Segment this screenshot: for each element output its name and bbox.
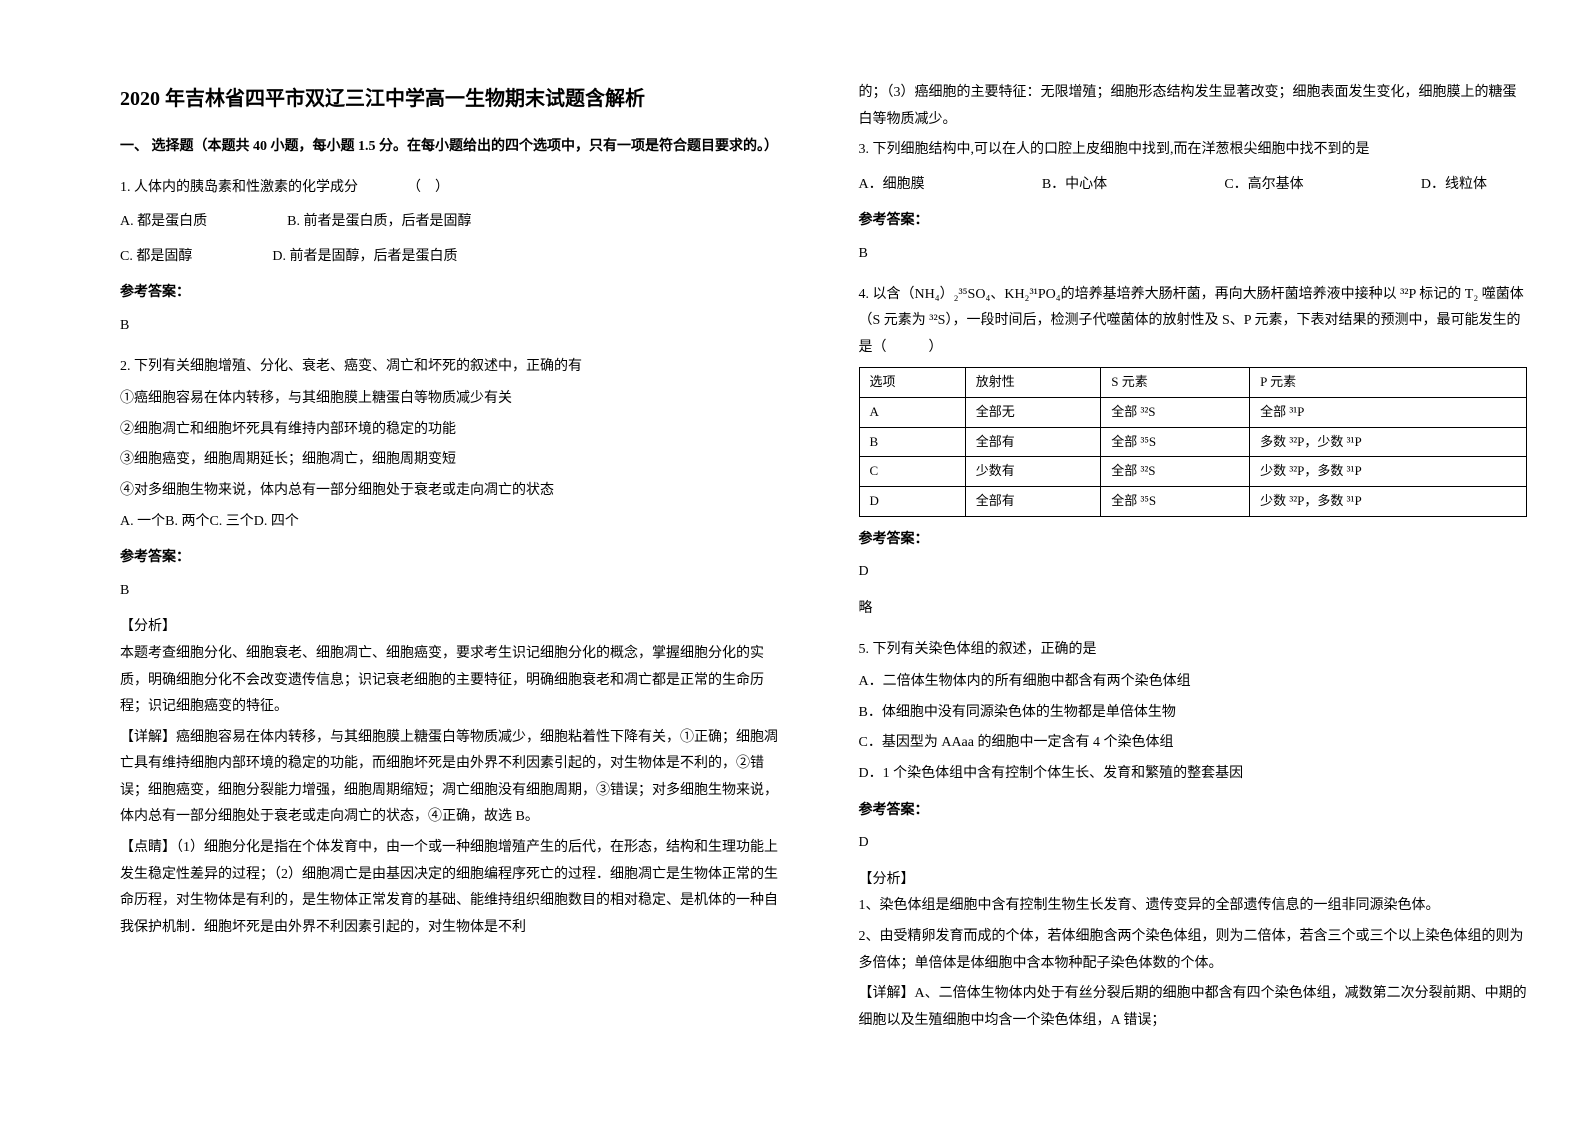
q5-answer: D [859,830,1528,857]
q4-th-3: P 元素 [1250,368,1527,398]
q4-brief: 略 [859,596,1528,623]
q4-r3c3: 少数 ³²P，多数 ³¹P [1250,487,1527,517]
table-row: A 全部无 全部 ³²S 全部 ³¹P [859,398,1527,428]
q5-option-d: D．1 个染色体组中含有控制个体生长、发育和繁殖的整套基因 [859,761,1528,788]
q1-option-a: A. 都是蛋白质 [120,209,207,236]
q5-analysis-2: 2、由受精卵发育而成的个体，若体细胞含两个染色体组，则为二倍体，若含三个或三个以… [859,924,1528,977]
table-row: C 少数有 全部 ³²S 少数 ³²P，多数 ³¹P [859,457,1527,487]
q2-answer-label: 参考答案： [120,545,789,572]
q4-table: 选项 放射性 S 元素 P 元素 A 全部无 全部 ³²S 全部 ³¹P B [859,367,1528,516]
q5-detail-1: A、二倍体生物体内处于有丝分裂后期的细胞中都含有四个染色体组，减数第二次分裂前期… [859,986,1527,1028]
q4-r2c1: 少数有 [965,457,1101,487]
left-column: 2020 年吉林省四平市双辽三江中学高一生物期末试题含解析 一、 选择题（本题共… [120,80,789,1048]
q3-option-d: D．线粒体 [1421,172,1487,199]
q1-option-d: D. 前者是固醇，后者是蛋白质 [272,244,457,271]
q3-text: 3. 下列细胞结构中,可以在人的口腔上皮细胞中找到,而在洋葱根尖细胞中找不到的是 [859,137,1528,164]
q4-r0c0: A [859,398,965,428]
q4-th-1: 放射性 [965,368,1101,398]
q4-text: 4. 以含（NH₄）₂³⁵SO₄、KH₂³¹PO₄的培养基培养大肠杆菌，再向大肠… [859,282,1528,362]
q4-th-0: 选项 [859,368,965,398]
question-1: 1. 人体内的胰岛素和性激素的化学成分 （ ） A. 都是蛋白质 B. 前者是蛋… [120,175,789,340]
q2-point-1: （1）细胞分化是指在个体发育中，由一个或一种细胞增殖产生的后代，在形态，结构和生… [120,840,778,935]
q5-option-a: A．二倍体生物体内的所有细胞中都含有两个染色体组 [859,669,1528,696]
q3-option-a: A．细胞膜 [859,172,925,199]
q5-analysis-1: 1、染色体组是细胞中含有控制生物生长发育、遗传变异的全部遗传信息的一组非同源染色… [859,893,1528,920]
question-5: 5. 下列有关染色体组的叙述，正确的是 A．二倍体生物体内的所有细胞中都含有两个… [859,637,1528,1035]
q2-stmt-4: ④对多细胞生物来说，体内总有一部分细胞处于衰老或走向凋亡的状态 [120,478,789,505]
q4-r1c0: B [859,427,965,457]
q4-r1c3: 多数 ³²P，少数 ³¹P [1250,427,1527,457]
q2-detail-1: 癌细胞容易在体内转移，与其细胞膜上糖蛋白等物质减少，细胞粘着性下降有关，①正确；… [120,730,778,825]
q1-text: 1. 人体内的胰岛素和性激素的化学成分 （ ） [120,175,789,202]
q5-text: 5. 下列有关染色体组的叙述，正确的是 [859,637,1528,664]
question-4: 4. 以含（NH₄）₂³⁵SO₄、KH₂³¹PO₄的培养基培养大肠杆菌，再向大肠… [859,282,1528,623]
q5-detail-label: 【详解】 [859,986,915,1001]
q2-options: A. 一个B. 两个C. 三个D. 四个 [120,509,789,536]
q4-r1c1: 全部有 [965,427,1101,457]
table-row: B 全部有 全部 ³⁵S 多数 ³²P，少数 ³¹P [859,427,1527,457]
table-row: D 全部有 全部 ³⁵S 少数 ³²P，多数 ³¹P [859,487,1527,517]
q4-r2c0: C [859,457,965,487]
right-column: 的；（3）癌细胞的主要特征：无限增殖；细胞形态结构发生显著改变；细胞表面发生变化… [859,80,1528,1048]
q4-answer-label: 参考答案： [859,527,1528,554]
q2-text: 2. 下列有关细胞增殖、分化、衰老、癌变、凋亡和坏死的叙述中，正确的有 [120,354,789,381]
q4-answer: D [859,559,1528,586]
q4-r3c1: 全部有 [965,487,1101,517]
q1-answer: B [120,313,789,340]
q2-analysis-1: 本题考查细胞分化、细胞衰老、细胞凋亡、细胞癌变，要求考生识记细胞分化的概念，掌握… [120,641,789,721]
question-2: 2. 下列有关细胞增殖、分化、衰老、癌变、凋亡和坏死的叙述中，正确的有 ①癌细胞… [120,354,789,942]
q4-th-2: S 元素 [1101,368,1250,398]
q4-r2c3: 少数 ³²P，多数 ³¹P [1250,457,1527,487]
q3-answer-label: 参考答案： [859,208,1528,235]
q1-answer-label: 参考答案： [120,280,789,307]
q2-answer: B [120,578,789,605]
q5-option-b: B．体细胞中没有同源染色体的生物都是单倍体生物 [859,700,1528,727]
section-header: 一、 选择题（本题共 40 小题，每小题 1.5 分。在每小题给出的四个选项中，… [120,134,789,161]
q5-option-c: C．基因型为 AAaa 的细胞中一定含有 4 个染色体组 [859,730,1528,757]
q4-r0c1: 全部无 [965,398,1101,428]
q3-option-c: C．高尔基体 [1224,172,1303,199]
q4-r0c3: 全部 ³¹P [1250,398,1527,428]
question-3: 3. 下列细胞结构中,可以在人的口腔上皮细胞中找到,而在洋葱根尖细胞中找不到的是… [859,137,1528,267]
q4-r0c2: 全部 ³²S [1101,398,1250,428]
q2-stmt-2: ②细胞凋亡和细胞坏死具有维持内部环境的稳定的功能 [120,417,789,444]
q4-r3c2: 全部 ³⁵S [1101,487,1250,517]
q2-continued: 的；（3）癌细胞的主要特征：无限增殖；细胞形态结构发生显著改变；细胞表面发生变化… [859,80,1528,133]
q4-r1c2: 全部 ³⁵S [1101,427,1250,457]
q1-option-c: C. 都是固醇 [120,244,192,271]
document-title: 2020 年吉林省四平市双辽三江中学高一生物期末试题含解析 [120,80,789,118]
q2-stmt-1: ①癌细胞容易在体内转移，与其细胞膜上糖蛋白等物质减少有关 [120,386,789,413]
q2-point-label: 【点睛】 [120,840,176,855]
q3-answer: B [859,241,1528,268]
q4-r2c2: 全部 ³²S [1101,457,1250,487]
q3-option-b: B．中心体 [1042,172,1107,199]
q2-stmt-3: ③细胞癌变，细胞周期延长；细胞凋亡，细胞周期变短 [120,447,789,474]
q1-option-b: B. 前者是蛋白质，后者是固醇 [287,209,471,236]
q2-analysis-label: 【分析】 [120,614,789,641]
q5-answer-label: 参考答案： [859,798,1528,825]
q2-detail-label: 【详解】 [120,730,176,745]
q4-r3c0: D [859,487,965,517]
q5-analysis-label: 【分析】 [859,867,1528,894]
